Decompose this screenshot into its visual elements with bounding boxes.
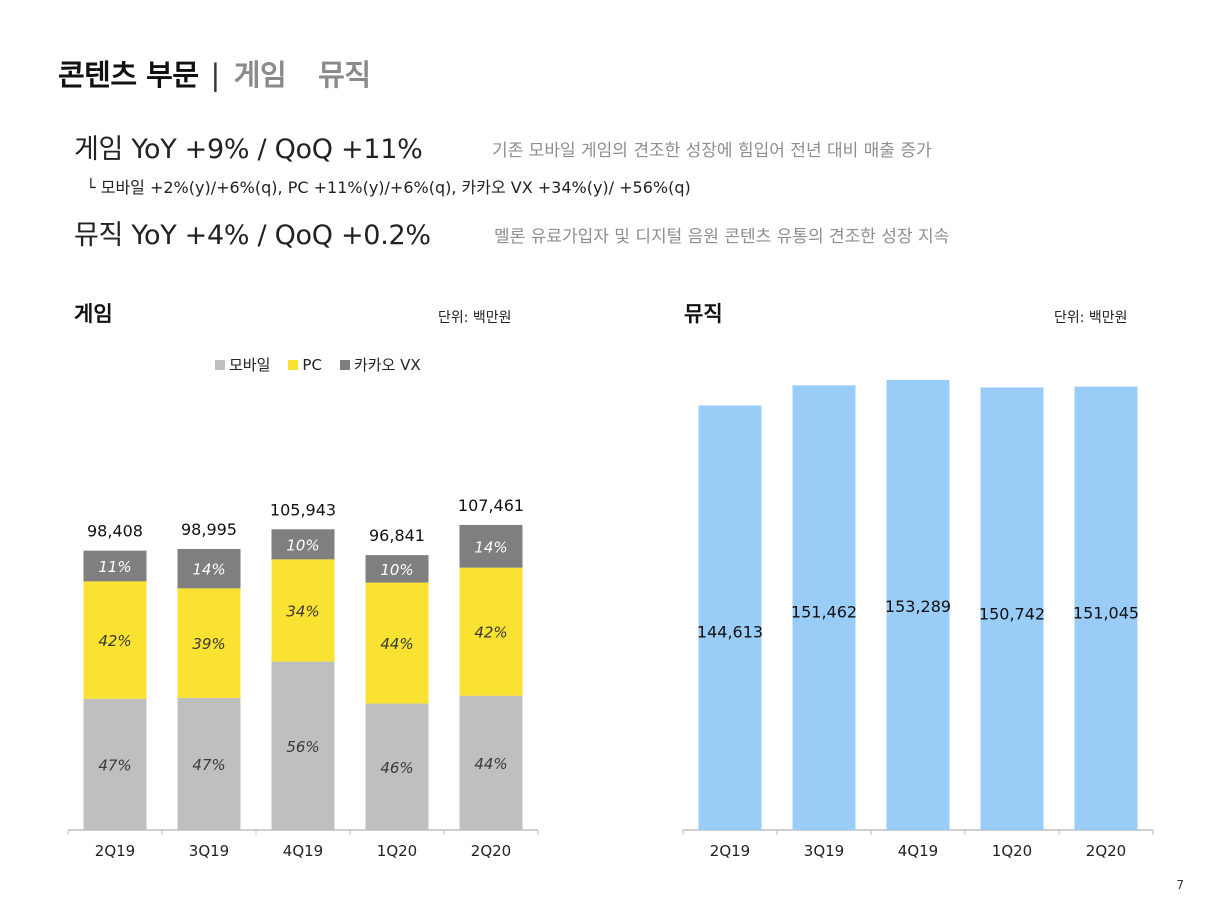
game-bar-segment-pc: [459, 567, 523, 696]
page-number: 7: [1176, 878, 1184, 892]
game-bar-segment-mobile: [271, 661, 335, 830]
game-segment-label-mobile: 44%: [474, 755, 507, 773]
music-bar: [698, 405, 762, 830]
game-segment-label-mobile: 46%: [380, 759, 413, 777]
game-total-label: 98,995: [181, 520, 237, 539]
legend-swatch-pc: [288, 359, 299, 370]
music-growth-line: 뮤직 YoY +4% / QoQ +0.2%: [74, 220, 431, 251]
game-x-tick-label: 3Q19: [189, 842, 229, 860]
music-bar: [980, 387, 1044, 830]
game-bar-segment-pc: [83, 581, 147, 699]
music-value-label: 151,045: [1073, 604, 1139, 623]
legend-swatch-kakao-vx: [339, 359, 350, 370]
game-segment-label-kakao-vx: 10%: [380, 561, 413, 579]
music-x-tick-label: 2Q20: [1086, 842, 1126, 860]
tab-game[interactable]: 게임: [233, 58, 287, 92]
music-chart-unit: 단위: 백만원: [1054, 310, 1128, 326]
game-total-label: 96,841: [369, 526, 425, 545]
game-segment-label-pc: 44%: [380, 635, 413, 653]
legend-swatch-mobile: [215, 359, 225, 370]
game-bar-segment-pc: [365, 582, 429, 704]
game-x-tick-label: 2Q19: [95, 842, 135, 860]
legend-item-pc: PC: [288, 356, 322, 374]
page-title: 콘텐츠 부문: [58, 58, 199, 92]
game-bar-segment-mobile: [459, 695, 523, 830]
legend-label-pc: PC: [302, 355, 322, 374]
game-segment-label-mobile: 47%: [98, 756, 131, 774]
game-x-tick-label: 4Q19: [283, 842, 323, 860]
music-bar: [792, 385, 856, 830]
game-bar-segment-mobile: [365, 703, 429, 830]
music-bar: [886, 380, 950, 830]
music-chart-title: 뮤직: [684, 302, 723, 326]
game-segment-label-mobile: 47%: [192, 756, 225, 774]
game-segment-label-kakao-vx: 14%: [474, 538, 507, 556]
music-x-tick-label: 1Q20: [992, 842, 1032, 860]
music-value-label: 153,289: [885, 597, 951, 616]
legend-item-mobile: 모바일: [215, 354, 270, 375]
tab-music[interactable]: 뮤직: [318, 58, 371, 92]
game-bar-segment-kakao-vx: [459, 524, 523, 568]
legend-label-kakao-vx: 카카오 VX: [353, 356, 421, 374]
game-bar-segment-pc: [271, 559, 335, 662]
game-bar-segment-kakao-vx: [365, 555, 429, 583]
music-x-tick-label: 2Q19: [710, 842, 750, 860]
game-sub-growth-line: └ 모바일 +2%(y)/+6%(q), PC +11%(y)/+6%(q), …: [86, 178, 691, 197]
music-growth-note: 멜론 유료가입자 및 디지털 음원 콘텐츠 유통의 견조한 성장 지속: [494, 227, 950, 247]
game-segment-label-mobile: 56%: [286, 738, 319, 756]
game-segment-label-pc: 39%: [192, 635, 225, 653]
game-growth-note: 기존 모바일 게임의 견조한 성장에 힘입어 전년 대비 매출 증가: [492, 141, 932, 161]
game-bar-segment-kakao-vx: [177, 548, 241, 589]
header-separator: |: [210, 58, 221, 92]
music-bar: [1074, 386, 1138, 830]
page-header: 콘텐츠 부문 | 게임 뮤직: [58, 52, 371, 94]
game-total-label: 98,408: [87, 522, 143, 541]
game-total-label: 107,461: [458, 496, 524, 515]
music-x-tick-label: 3Q19: [804, 842, 844, 860]
game-chart-legend: 모바일 PC 카카오 VX: [215, 354, 439, 375]
game-total-label: 105,943: [270, 500, 336, 519]
game-growth-line: 게임 YoY +9% / QoQ +11%: [74, 134, 423, 165]
game-segment-label-kakao-vx: 11%: [98, 558, 131, 576]
game-bar-segment-pc: [177, 588, 241, 698]
legend-item-kakao-vx: 카카오 VX: [339, 354, 421, 375]
game-segment-label-kakao-vx: 10%: [286, 536, 319, 554]
game-bar-segment-mobile: [177, 697, 241, 830]
game-chart-title: 게임: [74, 302, 113, 326]
game-bar-segment-mobile: [83, 698, 147, 830]
game-segment-label-kakao-vx: 14%: [192, 561, 225, 579]
legend-label-mobile: 모바일: [229, 356, 271, 374]
game-x-tick-label: 2Q20: [471, 842, 511, 860]
game-bar-segment-kakao-vx: [83, 550, 147, 582]
music-value-label: 150,742: [979, 604, 1045, 623]
game-segment-label-pc: 42%: [474, 624, 507, 642]
game-bar-segment-kakao-vx: [271, 529, 335, 560]
game-x-tick-label: 1Q20: [377, 842, 417, 860]
game-segment-label-pc: 34%: [286, 602, 319, 620]
music-x-tick-label: 4Q19: [898, 842, 938, 860]
game-segment-label-pc: 42%: [98, 632, 131, 650]
game-chart-unit: 단위: 백만원: [438, 310, 512, 326]
music-value-label: 144,613: [697, 622, 763, 641]
music-value-label: 151,462: [791, 602, 857, 621]
